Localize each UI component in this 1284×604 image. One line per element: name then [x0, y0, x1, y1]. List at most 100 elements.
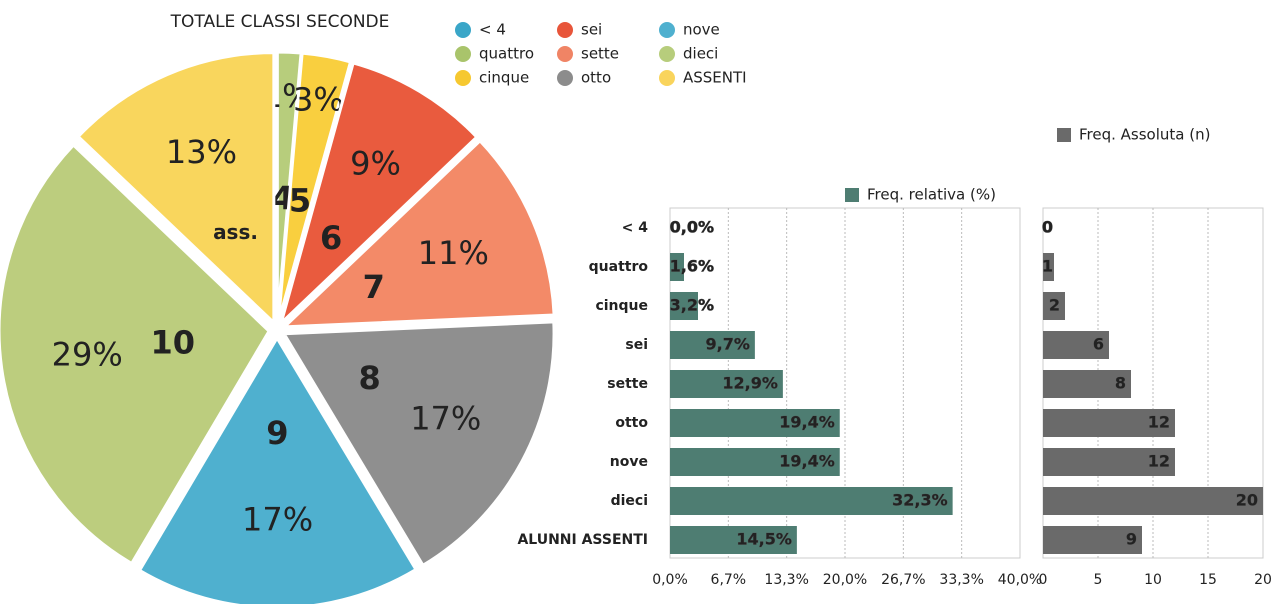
slice-percent: 13% — [166, 133, 237, 171]
y-tick-label: < 4 — [622, 220, 649, 236]
bar — [670, 448, 840, 476]
bar — [1043, 292, 1065, 320]
value-label: 12,9% — [722, 374, 778, 393]
legend-label: dieci — [683, 45, 718, 63]
x-tick-label: 33,3% — [939, 572, 983, 588]
pie-slice — [276, 51, 353, 323]
x-tick-label: 20 — [1254, 572, 1272, 588]
bar — [1043, 448, 1175, 476]
legend-label: otto — [581, 69, 611, 87]
slice-percent: 9% — [350, 145, 401, 183]
pie-slice — [278, 61, 479, 328]
y-tick-label: quattro — [589, 259, 649, 275]
value-label: 14,5% — [736, 530, 792, 549]
bar — [1043, 526, 1142, 554]
bar — [670, 292, 698, 320]
slice-percent: 17% — [242, 501, 313, 539]
legend-swatch — [455, 70, 471, 86]
value-label: 0,0% — [670, 218, 714, 237]
bar — [670, 370, 783, 398]
legend-label: nove — [683, 21, 720, 39]
value-label: 2 — [1049, 296, 1060, 315]
x-tick-label: 15 — [1199, 572, 1217, 588]
value-label: 9,7% — [706, 335, 750, 354]
bar — [1043, 253, 1054, 281]
x-tick-label: 40,0% — [998, 572, 1042, 588]
slice-label: 5 — [289, 182, 311, 220]
slice-label: 10 — [151, 323, 196, 361]
slice-percent: 11% — [418, 234, 489, 272]
slice-label: 7 — [363, 268, 385, 306]
legend-label: ASSENTI — [683, 69, 747, 87]
y-tick-label: nove — [610, 454, 648, 470]
slice-percent: 29% — [52, 335, 123, 373]
value-label: 1,6% — [670, 257, 714, 276]
y-tick-label: otto — [615, 415, 648, 431]
y-tick-label: ALUNNI ASSENTI — [517, 532, 648, 548]
legend-label: quattro — [479, 45, 534, 63]
x-tick-label: 20,0% — [823, 572, 867, 588]
bar — [670, 487, 953, 515]
bar — [670, 331, 755, 359]
legend-label: sette — [581, 45, 619, 63]
pie-slice — [137, 335, 418, 604]
legend-swatch — [557, 22, 573, 38]
legend-swatch — [845, 188, 859, 202]
slice-label: ass. — [213, 220, 258, 244]
slice-label: 9 — [266, 414, 288, 452]
pie-slice — [76, 51, 276, 327]
slice-label: 8 — [359, 359, 381, 397]
pie-slice — [0, 142, 271, 566]
slice-percent: 17% — [410, 400, 481, 438]
legend-label: Freq. Assoluta (n) — [1079, 126, 1210, 144]
bar — [670, 526, 797, 554]
pie-slice — [281, 320, 556, 568]
legend-swatch — [659, 22, 675, 38]
bar — [1043, 331, 1109, 359]
x-tick-label: 0 — [1039, 572, 1048, 588]
value-label: 1 — [1042, 257, 1053, 276]
x-tick-label: 10 — [1144, 572, 1162, 588]
value-label: 8 — [1115, 374, 1126, 393]
legend-swatch — [659, 46, 675, 62]
legend-label: < 4 — [479, 21, 506, 39]
bar — [670, 409, 840, 437]
y-tick-label: cinque — [595, 298, 648, 314]
y-tick-label: sette — [607, 376, 648, 392]
y-tick-label: sei — [625, 337, 648, 353]
bar — [1043, 370, 1131, 398]
legend-swatch — [557, 46, 573, 62]
value-label: 19,4% — [779, 452, 835, 471]
value-label: 0 — [1042, 218, 1053, 237]
value-label: 6 — [1093, 335, 1104, 354]
value-label: 12 — [1148, 413, 1170, 432]
legend-label: Freq. relativa (%) — [867, 186, 996, 204]
pie-slice — [280, 138, 556, 329]
legend-swatch — [455, 46, 471, 62]
legend-swatch — [557, 70, 573, 86]
x-tick-label: 5 — [1094, 572, 1103, 588]
legend-label: sei — [581, 21, 602, 39]
legend-swatch — [1057, 128, 1071, 142]
bar — [1043, 409, 1175, 437]
value-label: 3,2% — [670, 296, 714, 315]
pie-title: TOTALE CLASSI SECONDE — [170, 12, 390, 32]
legend-swatch — [455, 22, 471, 38]
value-label: 32,3% — [892, 491, 948, 510]
bar — [670, 253, 684, 281]
x-tick-label: 0,0% — [652, 572, 688, 588]
slice-percent: 3% — [293, 81, 344, 119]
x-tick-label: 13,3% — [764, 572, 808, 588]
value-label: 20 — [1236, 491, 1258, 510]
value-label: 19,4% — [779, 413, 835, 432]
x-tick-label: 26,7% — [881, 572, 925, 588]
bar — [1043, 487, 1263, 515]
value-label: 12 — [1148, 452, 1170, 471]
legend-swatch — [659, 70, 675, 86]
legend-label: cinque — [479, 69, 529, 87]
slice-label: 6 — [320, 219, 342, 257]
value-label: 9 — [1126, 530, 1137, 549]
x-tick-label: 6,7% — [711, 572, 747, 588]
y-tick-label: dieci — [611, 493, 648, 509]
